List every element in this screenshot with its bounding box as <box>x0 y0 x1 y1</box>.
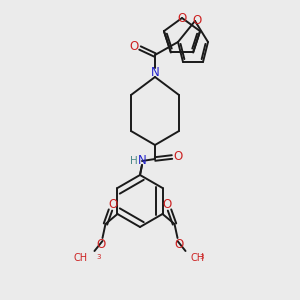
Text: O: O <box>174 238 183 251</box>
Text: H: H <box>130 156 138 166</box>
Text: CH: CH <box>74 253 88 263</box>
Text: O: O <box>129 40 139 53</box>
Text: O: O <box>192 14 202 26</box>
Text: CH: CH <box>190 253 205 263</box>
Text: O: O <box>109 199 118 212</box>
Text: O: O <box>177 11 187 25</box>
Text: N: N <box>151 65 159 79</box>
Text: O: O <box>173 151 183 164</box>
Text: 3: 3 <box>97 254 101 260</box>
Text: O: O <box>97 238 106 251</box>
Text: O: O <box>162 199 171 212</box>
Text: 3: 3 <box>200 254 204 260</box>
Text: N: N <box>138 154 146 166</box>
